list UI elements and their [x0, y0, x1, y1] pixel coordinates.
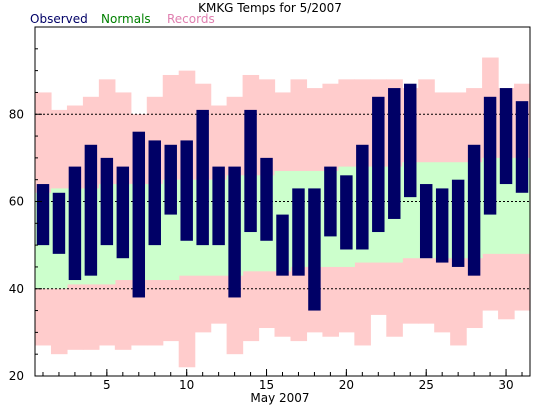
- observed-bar-day-10: [180, 140, 193, 241]
- x-tick-label-25: 25: [419, 378, 434, 392]
- observed-bar-day-30: [499, 88, 513, 185]
- observed-bar-day-8: [148, 140, 161, 246]
- observed-bar-day-26: [435, 188, 449, 263]
- y-tick-label-20: 20: [9, 369, 24, 383]
- legend-observed: Observed: [30, 12, 88, 26]
- observed-bar-day-17: [292, 188, 305, 276]
- observed-bar-day-2: [52, 192, 66, 254]
- observed-bar-day-21: [356, 144, 369, 250]
- x-tick-label-15: 15: [259, 378, 274, 392]
- y-tick-label-40: 40: [9, 282, 24, 296]
- observed-bar-day-13: [228, 166, 241, 298]
- observed-bar-day-18: [308, 188, 321, 311]
- observed-bar-day-23: [388, 88, 401, 219]
- observed-bar-day-22: [372, 96, 385, 233]
- observed-bar-day-28: [467, 144, 481, 276]
- observed-bar-day-14: [244, 109, 257, 233]
- observed-bar-day-15: [260, 157, 273, 241]
- x-tick-label-30: 30: [498, 378, 513, 392]
- chart-title: KMKG Temps for 5/2007: [198, 1, 342, 15]
- observed-bar-day-31: [515, 101, 529, 193]
- observed-bar-day-9: [164, 144, 177, 215]
- observed-bar-day-6: [116, 166, 130, 259]
- observed-bar-day-7: [132, 131, 146, 298]
- observed-bar-day-19: [324, 166, 337, 237]
- observed-bar-day-1: [36, 184, 50, 246]
- observed-bar-day-27: [451, 179, 465, 267]
- observed-bar-day-4: [84, 144, 98, 276]
- observed-bar-day-16: [276, 214, 289, 276]
- y-tick-label-60: 60: [9, 195, 24, 209]
- observed-bar-day-25: [419, 184, 433, 259]
- observed-bar-day-29: [483, 96, 497, 215]
- x-axis-label: May 2007: [250, 391, 310, 405]
- x-tick-label-10: 10: [179, 378, 194, 392]
- legend-normals: Normals: [101, 12, 151, 26]
- y-tick-label-80: 80: [9, 107, 24, 121]
- observed-bar-day-3: [68, 166, 82, 281]
- x-tick-label-20: 20: [339, 378, 354, 392]
- observed-bar-day-12: [212, 166, 225, 246]
- axis-ticks: 5 10 15 20 25 30 20 40 60 80: [9, 26, 523, 392]
- observed-bar-day-11: [196, 109, 209, 246]
- observed-bar-day-24: [404, 83, 417, 198]
- legend-records: Records: [167, 12, 215, 26]
- x-tick-label-5: 5: [103, 378, 111, 392]
- observed-bar-day-5: [100, 157, 114, 246]
- observed-bar-day-20: [340, 175, 353, 250]
- observed-bars: [36, 83, 529, 311]
